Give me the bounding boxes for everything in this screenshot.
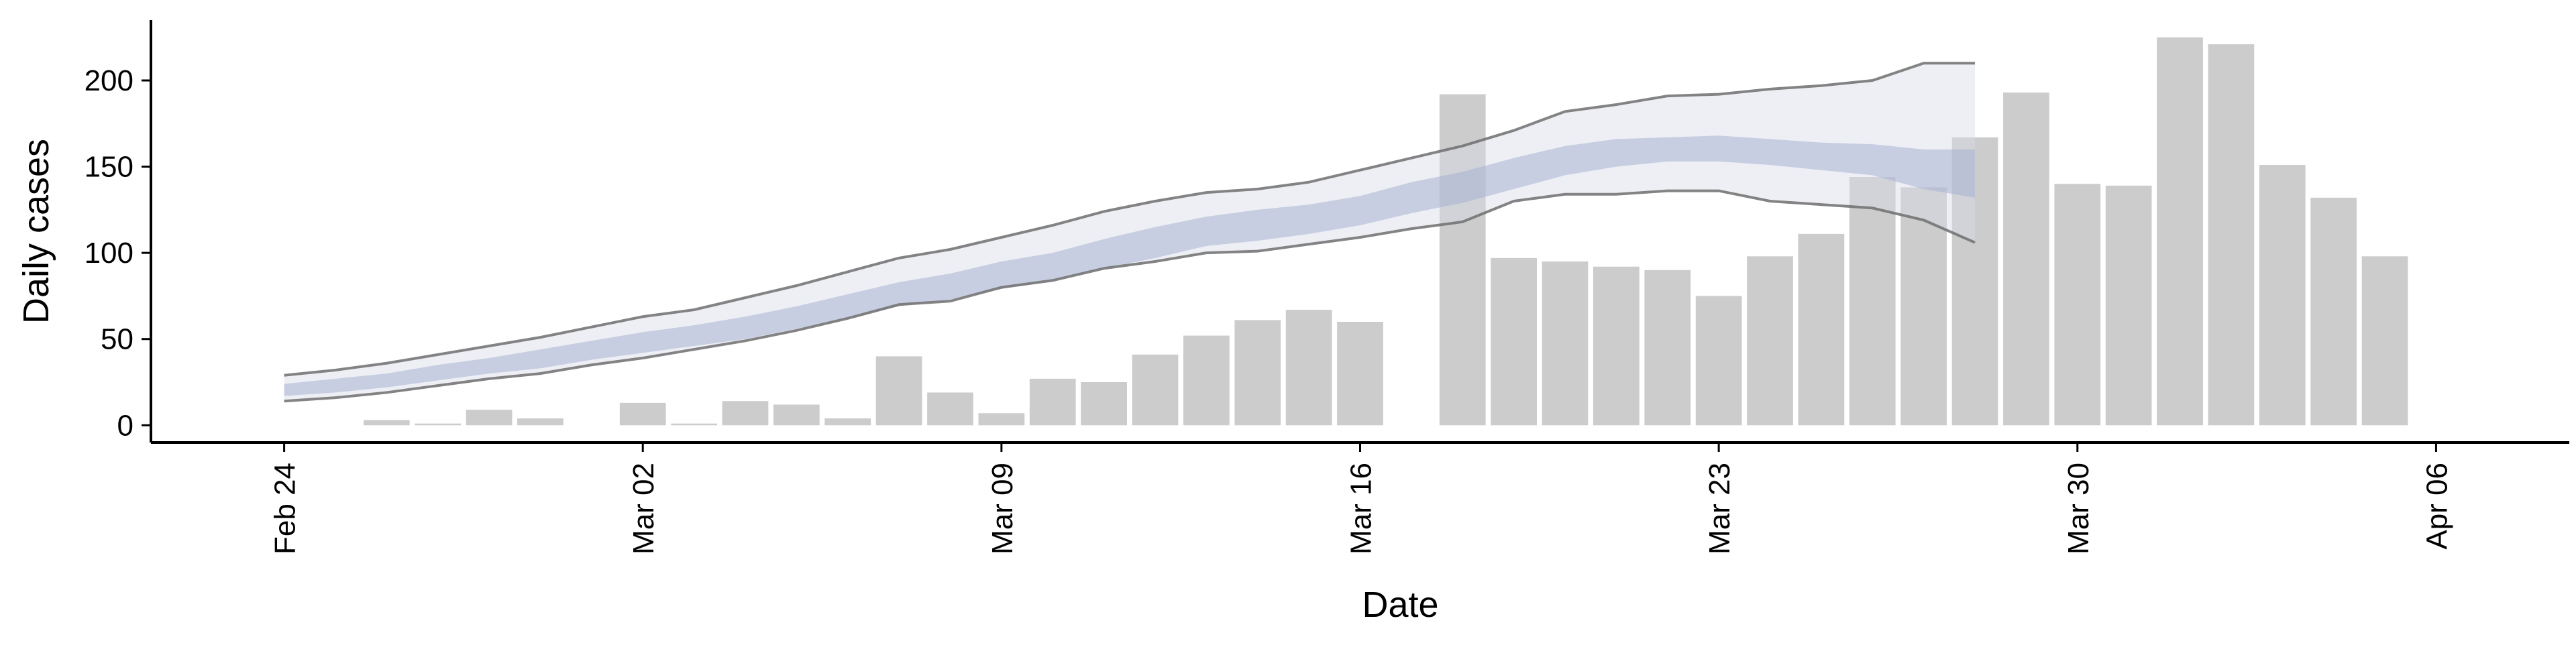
bar-25: [1542, 261, 1589, 426]
bar-3: [415, 423, 462, 426]
x-tick-label-5: Mar 30: [2062, 463, 2095, 554]
bar-28: [1695, 296, 1742, 426]
y-tick-label-0: 0: [117, 409, 133, 442]
x-tick-label-6: Apr 06: [2420, 463, 2453, 550]
bar-11: [824, 418, 871, 426]
y-tick-label-200: 200: [85, 64, 133, 97]
forecast-outer-band: [284, 63, 1976, 402]
y-axis-title: Daily cases: [16, 139, 56, 324]
bar-41: [2361, 256, 2408, 426]
bar-26: [1593, 266, 1640, 426]
y-tick-label-150: 150: [85, 151, 133, 184]
bar-8: [671, 423, 717, 426]
x-tick-label-0: Feb 24: [269, 463, 302, 554]
ticks-layer: 0 50 100 150 200 Feb 24 Mar 02 Mar 09 Mar 16 Mar …: [85, 64, 2454, 554]
bar-37: [2157, 37, 2203, 426]
bar-5: [517, 418, 564, 426]
bar-4: [466, 410, 513, 426]
forecast-line-layer: [284, 62, 1976, 403]
bar-10: [773, 404, 820, 426]
bar-13: [927, 392, 973, 426]
bars-layer: [363, 37, 2408, 426]
bar-30: [1798, 233, 1845, 426]
x-tick-label-2: Mar 09: [986, 463, 1019, 554]
bar-34: [2003, 93, 2049, 426]
bar-36: [2105, 185, 2152, 426]
bar-40: [2310, 197, 2357, 426]
bar-31: [1849, 177, 1896, 426]
x-tick-label-3: Mar 16: [1345, 463, 1378, 554]
x-axis-title: Date: [1362, 585, 1438, 625]
x-tick-label-4: Mar 23: [1703, 463, 1736, 554]
forecast-lower-line: [284, 189, 1976, 403]
bar-12: [875, 356, 922, 426]
y-tick-label-50: 50: [101, 323, 133, 356]
bar-16: [1081, 382, 1127, 426]
bar-14: [978, 413, 1025, 426]
bar-17: [1132, 354, 1179, 426]
bar-39: [2259, 165, 2306, 426]
bar-20: [1285, 310, 1332, 426]
forecast-upper-line: [284, 62, 1976, 377]
bar-38: [2208, 44, 2255, 426]
bar-21: [1337, 322, 1383, 426]
y-tick-label-100: 100: [85, 237, 133, 270]
bar-15: [1029, 378, 1076, 426]
bar-2: [363, 420, 410, 426]
bar-27: [1644, 270, 1691, 426]
bar-35: [2054, 184, 2101, 426]
bar-9: [722, 401, 769, 426]
x-tick-label-1: Mar 02: [627, 463, 660, 554]
bar-7: [619, 402, 666, 426]
forecast-inner-band: [284, 135, 1976, 396]
bar-29: [1747, 256, 1793, 426]
forecast-band-layer: [284, 63, 1976, 402]
bar-19: [1234, 320, 1281, 426]
bar-24: [1491, 257, 1538, 426]
bar-18: [1183, 335, 1230, 426]
